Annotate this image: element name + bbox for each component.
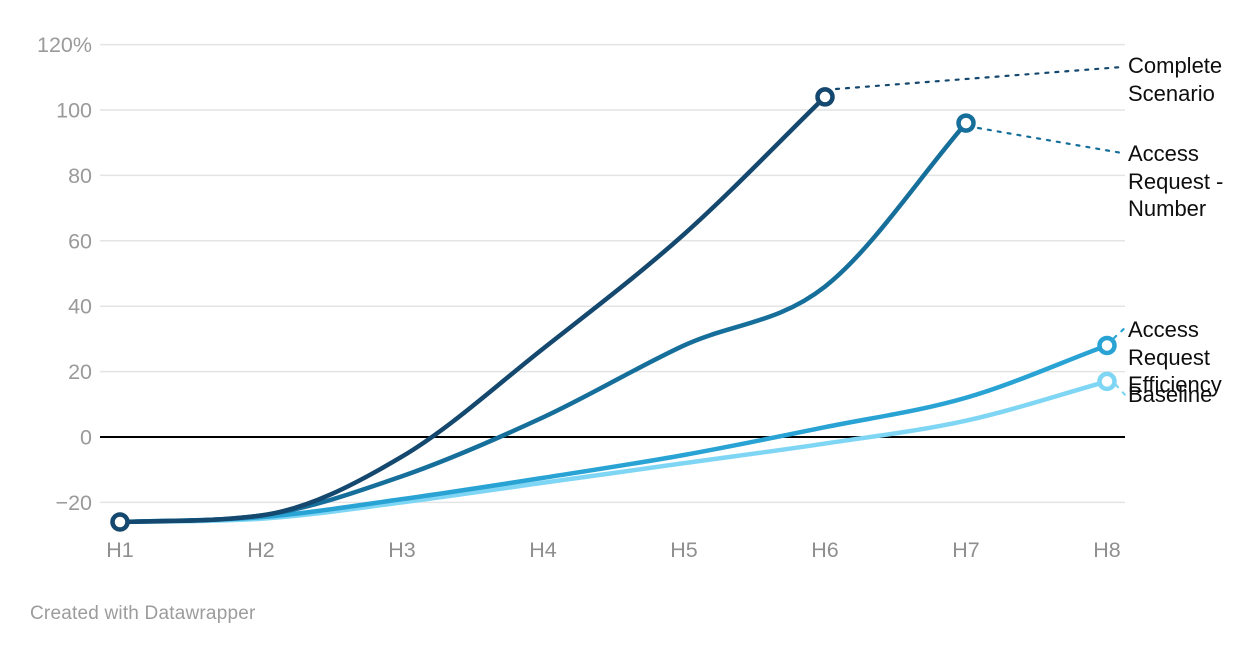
series-line-access-request-number — [117, 120, 969, 525]
y-axis-tick-0: 0 — [80, 426, 92, 450]
x-axis-tick-h6: H6 — [811, 538, 839, 562]
leader-line-access-request-number — [976, 126, 1124, 155]
y-axis-tick-40: 40 — [68, 295, 92, 319]
series-line-complete-scenario — [117, 94, 828, 525]
x-axis-tick-h8: H8 — [1093, 538, 1121, 562]
x-axis-tick-h3: H3 — [388, 538, 416, 562]
x-axis-tick-h1: H1 — [106, 538, 133, 562]
series-label-access-request-number: Access Request - Number — [1128, 141, 1224, 221]
y-axis-tick-100: 100 — [56, 99, 92, 123]
y-axis-tick-20: 20 — [68, 360, 92, 384]
leader-line-access-request-efficiency — [1112, 325, 1128, 340]
leader-line-complete-scenario — [834, 65, 1124, 91]
series-label-access-request-efficiency: Access Request Efficiency — [1128, 317, 1222, 397]
attribution-text: Created with Datawrapper — [30, 603, 256, 624]
series-line-access-request-efficiency — [117, 343, 1110, 525]
y-axis-tick--20: −20 — [56, 491, 93, 515]
end-marker-access-request-efficiency — [1097, 335, 1117, 356]
x-axis-tick-h7: H7 — [952, 538, 979, 562]
x-axis-tick-h4: H4 — [529, 538, 557, 562]
x-axis-tick-h5: H5 — [670, 538, 698, 562]
end-marker-baseline — [1097, 371, 1117, 392]
y-axis-tick-120: 120% — [37, 33, 92, 57]
series-line-baseline — [117, 379, 1110, 525]
x-axis-tick-h2: H2 — [247, 538, 274, 562]
y-axis-tick-80: 80 — [68, 164, 92, 188]
leader-line-baseline — [1114, 383, 1128, 398]
y-axis-tick-60: 60 — [68, 229, 92, 253]
series-label-complete-scenario: Complete Scenario — [1128, 53, 1223, 106]
series-label-baseline: Baseline — [1128, 382, 1213, 407]
end-marker-access-request-number — [956, 113, 976, 133]
start-marker-complete-scenario — [110, 512, 130, 532]
end-marker-complete-scenario — [815, 87, 835, 107]
